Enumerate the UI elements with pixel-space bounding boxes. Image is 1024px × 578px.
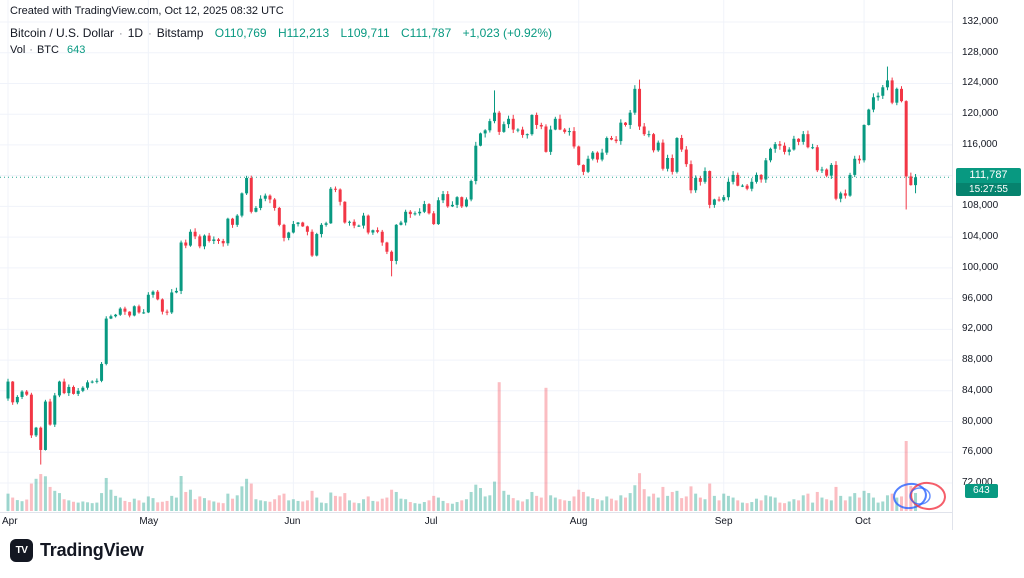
symbol-legend[interactable]: Bitcoin / U.S. Dollar · 1D · Bitstamp O110,7… <box>10 26 552 40</box>
symbol-name[interactable]: Bitcoin / U.S. Dollar <box>10 26 115 40</box>
separator: · <box>29 44 33 56</box>
high-label: H <box>277 26 287 40</box>
price-axis[interactable]: 111,787 15:27:55 643 132,000 128,000 124,0… <box>952 0 1024 530</box>
tradingview-wordmark: TradingView <box>40 540 144 560</box>
time-axis-label: Sep <box>714 516 733 527</box>
price-axis-label: 120,000 <box>962 108 999 120</box>
interval-label[interactable]: 1D <box>127 26 144 40</box>
separator: · <box>119 28 123 40</box>
close-label: C <box>401 26 410 40</box>
separator: · <box>148 28 152 40</box>
candlestick-chart[interactable] <box>0 0 952 512</box>
tradingview-logo-icon: TV <box>10 539 33 562</box>
price-axis-label: 80,000 <box>962 415 993 427</box>
time-axis-label: Apr <box>2 516 18 527</box>
open-value: 110,769 <box>224 26 267 40</box>
price-axis-label: 128,000 <box>962 46 999 58</box>
current-price: 111,787 <box>969 169 1008 182</box>
price-axis-label: 72,000 <box>962 477 993 488</box>
change-value: +1,023 (+0.92%) <box>462 26 553 40</box>
watermark-logo <box>890 477 952 520</box>
high-value: 112,213 <box>286 26 330 40</box>
close-value: 111,787 <box>409 26 452 40</box>
open-label: O <box>214 26 225 40</box>
time-axis-label: May <box>139 516 159 527</box>
tradingview-brand[interactable]: TV TradingView <box>10 539 144 562</box>
price-axis-label: 108,000 <box>962 200 999 212</box>
time-axis-label: Oct <box>855 516 871 527</box>
price-axis-label: 76,000 <box>962 446 993 458</box>
price-axis-label: 116,000 <box>962 138 998 150</box>
price-axis-label: 84,000 <box>962 384 993 396</box>
footer: TV TradingView @Crypto Pro Nive CPL <box>0 530 1024 578</box>
time-axis-label: Jun <box>284 516 301 527</box>
price-axis-label: 96,000 <box>962 292 993 304</box>
time-axis[interactable]: Apr May Jun Jul Aug Sep Oct <box>0 512 1024 531</box>
volume-label: Vol <box>10 44 26 56</box>
price-axis-label: 132,000 <box>962 16 999 27</box>
time-axis-label: Jul <box>424 516 438 527</box>
price-axis-label: 104,000 <box>962 231 999 243</box>
volume-legend[interactable]: Vol · BTC 643 <box>10 44 552 56</box>
chart-header: Created with TradingView.com, Oct 12, 20… <box>10 5 552 56</box>
price-axis-label: 92,000 <box>962 323 993 335</box>
low-value: 109,711 <box>347 26 390 40</box>
volume-unit: BTC <box>36 44 59 56</box>
price-axis-label: 88,000 <box>962 354 993 366</box>
bar-countdown: 15:27:55 <box>956 183 1021 197</box>
current-price-badge: 111,787 15:27:55 <box>956 168 1021 197</box>
current-volume-badge: 643 <box>965 483 998 498</box>
exchange-label[interactable]: Bitstamp <box>156 26 204 40</box>
time-axis-label: Aug <box>569 516 588 527</box>
attribution-text: Created with TradingView.com, Oct 12, 20… <box>10 5 284 17</box>
low-label: L <box>340 26 348 40</box>
price-axis-label: 100,000 <box>962 261 999 273</box>
volume-value: 643 <box>67 44 86 56</box>
price-axis-label: 124,000 <box>962 77 999 89</box>
